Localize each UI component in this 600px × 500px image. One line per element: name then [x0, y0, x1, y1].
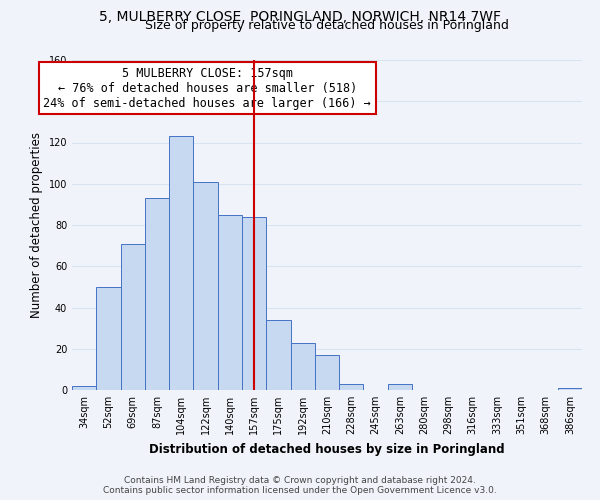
Bar — [242, 217, 266, 390]
Bar — [266, 320, 290, 390]
Bar — [339, 384, 364, 390]
Bar — [193, 182, 218, 390]
Bar — [388, 384, 412, 390]
Title: Size of property relative to detached houses in Poringland: Size of property relative to detached ho… — [145, 20, 509, 32]
Text: Contains HM Land Registry data © Crown copyright and database right 2024.
Contai: Contains HM Land Registry data © Crown c… — [103, 476, 497, 495]
Text: 5 MULBERRY CLOSE: 157sqm
← 76% of detached houses are smaller (518)
24% of semi-: 5 MULBERRY CLOSE: 157sqm ← 76% of detach… — [43, 66, 371, 110]
Bar — [315, 355, 339, 390]
X-axis label: Distribution of detached houses by size in Poringland: Distribution of detached houses by size … — [149, 442, 505, 456]
Bar — [145, 198, 169, 390]
Bar — [558, 388, 582, 390]
Text: 5, MULBERRY CLOSE, PORINGLAND, NORWICH, NR14 7WF: 5, MULBERRY CLOSE, PORINGLAND, NORWICH, … — [99, 10, 501, 24]
Y-axis label: Number of detached properties: Number of detached properties — [30, 132, 43, 318]
Bar — [169, 136, 193, 390]
Bar — [72, 386, 96, 390]
Bar — [290, 342, 315, 390]
Bar — [121, 244, 145, 390]
Bar — [96, 287, 121, 390]
Bar — [218, 214, 242, 390]
